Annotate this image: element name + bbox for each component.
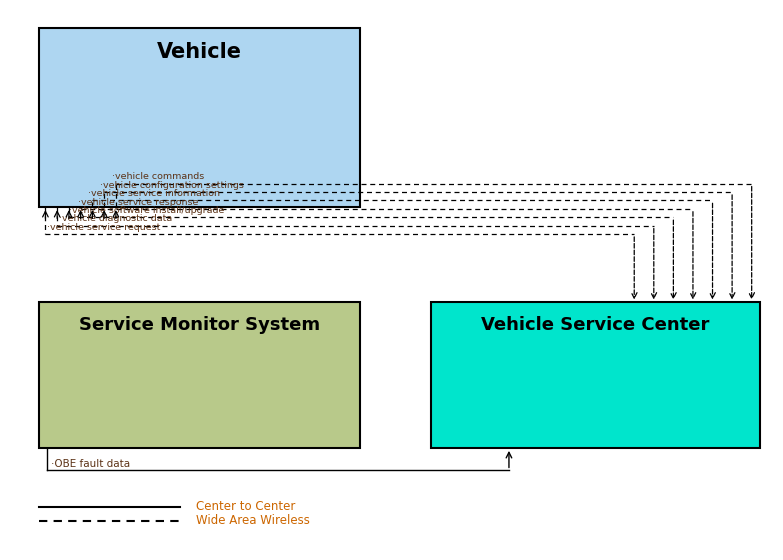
Text: Service Monitor System: Service Monitor System — [79, 316, 320, 334]
Text: ·vehicle commands: ·vehicle commands — [112, 172, 204, 181]
Text: Center to Center: Center to Center — [196, 500, 295, 514]
Text: ·vehicle service request: ·vehicle service request — [47, 223, 161, 232]
Text: ·vehicle software install/upgrade: ·vehicle software install/upgrade — [69, 206, 224, 215]
Text: ·vehicle service response: ·vehicle service response — [78, 198, 199, 207]
Text: Wide Area Wireless: Wide Area Wireless — [196, 514, 309, 528]
Text: ·OBE fault data: ·OBE fault data — [51, 459, 130, 469]
Text: Vehicle Service Center: Vehicle Service Center — [481, 316, 709, 334]
Bar — [39, 28, 360, 207]
Bar — [39, 302, 360, 448]
Text: ·vehicle diagnostic data: ·vehicle diagnostic data — [59, 214, 172, 223]
Text: ·vehicle configuration settings: ·vehicle configuration settings — [100, 181, 244, 190]
Text: Vehicle: Vehicle — [157, 42, 242, 62]
Bar — [431, 302, 760, 448]
Text: ·vehicle service information: ·vehicle service information — [88, 189, 221, 198]
